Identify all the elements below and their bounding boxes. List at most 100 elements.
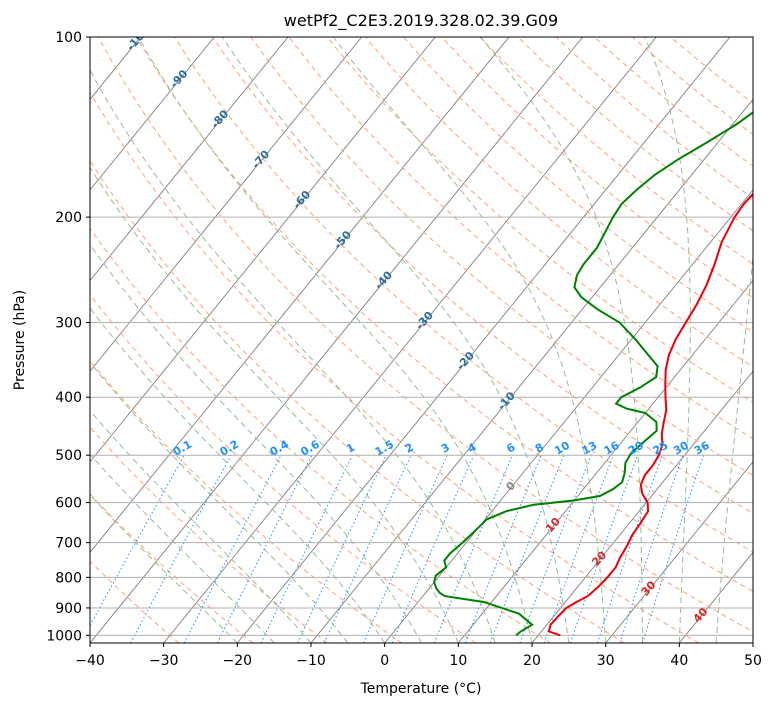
dry-adiabat (90, 160, 625, 643)
y-axis-ticks: 100 200 300 400 500 600 700 800 900 1000 (46, 30, 90, 644)
moist-adiabat (137, 37, 533, 643)
x-axis-label: Temperature (°C) (360, 681, 482, 697)
isotherm (531, 370, 753, 643)
background-lines (0, 37, 753, 643)
isotherm (90, 37, 436, 463)
moist-adiabat (333, 37, 607, 643)
mixing-ratio-line (619, 455, 684, 643)
mixing-ratio-line (297, 454, 387, 643)
isotherm (236, 37, 731, 643)
mixing-ratio-line (464, 455, 542, 643)
x-tick-label: 10 (449, 653, 467, 669)
pressure-grid (90, 36, 753, 636)
dry-adiabat (250, 37, 753, 477)
isotherm (0, 37, 67, 643)
x-tick-label: −40 (75, 653, 105, 669)
moist-adiabat (715, 251, 753, 643)
y-tick-label: 400 (55, 390, 82, 406)
moist-adiabat (90, 69, 496, 643)
isotherm (678, 551, 753, 643)
y-tick-label: 600 (55, 496, 82, 512)
isotherm (605, 461, 753, 643)
x-tick-label: 30 (597, 653, 615, 669)
dry-adiabat (593, 37, 753, 167)
x-tick-label: 40 (670, 653, 688, 669)
dry-adiabat (212, 37, 753, 515)
moist-adiabat (90, 307, 386, 643)
dry-adiabat (90, 91, 700, 643)
moist-adiabat (90, 166, 459, 643)
mixing-ratio-line (362, 454, 448, 643)
line-labels: -100-90-80-70-60-50-40-30-20-10010203040… (124, 24, 712, 625)
x-tick-label: 0 (380, 653, 389, 669)
temperature-line (547, 192, 753, 637)
dry-adiabat (364, 37, 753, 368)
moist-adiabat (644, 37, 691, 643)
x-tick-label: −30 (149, 653, 179, 669)
dry-adiabat (90, 227, 551, 643)
isotherm (163, 37, 657, 643)
y-tick-label: 100 (55, 30, 82, 46)
dry-adiabat (90, 560, 180, 643)
y-tick-label: 800 (55, 570, 82, 586)
dry-adiabat (97, 37, 753, 633)
x-tick-label: 50 (744, 653, 762, 669)
dry-adiabat (326, 37, 753, 403)
mixing-ratio-label: 2 (403, 441, 416, 456)
x-tick-label: 20 (523, 653, 541, 669)
dewpoint-line (433, 111, 753, 637)
moist-adiabat (90, 243, 422, 643)
y-tick-label: 300 (55, 315, 82, 331)
dry-adiabat (135, 37, 753, 593)
x-axis-ticks: −40 −30 −20 −10 0 10 20 30 40 50 (75, 643, 762, 669)
plot-frame (89, 36, 754, 644)
dry-adiabat (90, 360, 402, 643)
dry-adiabat-label: -100 (124, 24, 152, 53)
isotherm (90, 37, 363, 372)
mixing-ratio-line (323, 454, 412, 643)
y-tick-label: 1000 (46, 628, 82, 644)
mixing-ratio-label: 3 (439, 441, 452, 456)
mixing-ratio-label: 6 (504, 440, 517, 455)
dry-adiabat (517, 37, 753, 232)
dry-adiabat (632, 37, 753, 135)
mixing-ratio-line (90, 454, 185, 627)
mixing-ratio-line (642, 455, 705, 643)
mixing-ratio-line (216, 454, 313, 643)
dry-adiabat (555, 37, 753, 199)
chart-title: wetPf2_C2E3.2019.328.02.39.G09 (284, 11, 558, 31)
y-tick-label: 200 (55, 210, 82, 226)
mixing-ratio-label: 4 (466, 440, 479, 455)
dry-adiabat (174, 37, 753, 553)
isotherm (90, 37, 289, 282)
moist-adiabat (90, 361, 349, 643)
moist-adiabat (90, 409, 312, 643)
dry-adiabat (90, 294, 477, 643)
y-tick-label: 900 (55, 601, 82, 617)
mixing-ratio-line (519, 455, 592, 643)
x-tick-label: −10 (296, 653, 326, 669)
y-tick-label: 500 (55, 448, 82, 464)
isotherm (457, 279, 753, 643)
moist-adiabat (90, 494, 238, 643)
mixing-ratio-line (433, 454, 514, 643)
mixing-ratio-line (543, 455, 614, 643)
moist-adiabat (480, 37, 643, 643)
dry-adiabat (441, 37, 753, 299)
x-tick-label: −20 (223, 653, 253, 669)
mixing-ratio-line (569, 455, 639, 643)
isotherm (90, 37, 510, 554)
isotherm (384, 189, 753, 643)
mixing-ratio-line (260, 454, 353, 643)
dry-adiabat (90, 493, 254, 643)
mixing-ratio-line (391, 454, 475, 643)
mixing-ratio-line (489, 455, 565, 643)
mixing-ratio-line (596, 455, 663, 643)
dry-adiabat (670, 37, 753, 104)
isotherm (310, 98, 753, 643)
isotherm (752, 642, 753, 643)
mixing-ratio-label: 1 (344, 441, 357, 456)
mixing-ratio-line (130, 454, 232, 643)
isotherm (90, 37, 584, 643)
